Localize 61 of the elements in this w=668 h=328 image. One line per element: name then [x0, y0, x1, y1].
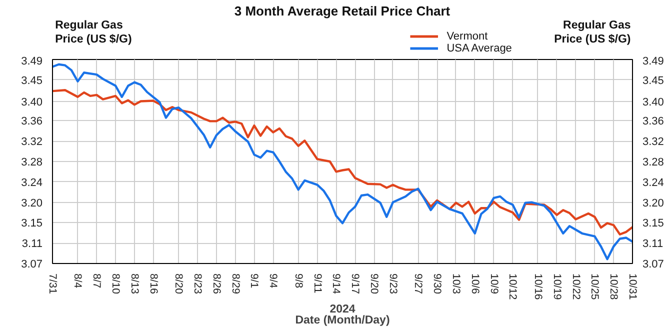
y2-tick-label: 3.40: [642, 96, 664, 108]
y-tick-label: 3.20: [21, 197, 43, 210]
x-tick-label: 9/4: [267, 274, 280, 288]
y2-tick-label: 3.28: [642, 156, 664, 168]
y-axis-title: Regular Gas Price (US $/G): [55, 20, 132, 46]
y-tick-label: 3.45: [21, 74, 43, 87]
x-tick-label: 8/10: [110, 274, 122, 294]
x-tick-label: 9/20: [368, 274, 380, 294]
x-tick-label: 10/28: [608, 274, 620, 300]
y2-tick-label: 3.07: [642, 258, 664, 270]
text: 2024: [330, 304, 356, 316]
y-tick-label: 3.49: [21, 56, 43, 68]
y2-tick-label: 3.45: [642, 74, 664, 87]
x-tick-label: 8/4: [72, 274, 84, 288]
legend-label: Vermont: [446, 30, 488, 42]
chart-title: 3 Month Average Retail Price Chart: [234, 4, 451, 18]
y-tick-label: 3.32: [21, 136, 43, 148]
y2-axis-title: Regular Gas Price (US $/G): [554, 20, 631, 46]
x-tick-label: 9/14: [330, 274, 342, 294]
y-tick-label: 3.07: [21, 258, 43, 270]
y2-tick-label: 3.20: [642, 197, 664, 210]
x-tick-label: 10/6: [468, 274, 481, 294]
x-tick-label: 8/26: [210, 274, 222, 294]
y-tick-label: 3.15: [21, 218, 43, 230]
line-series: [52, 63, 632, 260]
x-tick-label: 10/9: [488, 274, 500, 294]
y2-tick-label: 3.24: [642, 176, 664, 189]
y2-tick-label: 3.36: [642, 116, 664, 128]
x-tick-label: 10/25: [588, 274, 601, 300]
x-tick-label: 9/27: [412, 274, 424, 294]
y2-tick-label: 3.15: [642, 218, 664, 230]
x-tick-label: 10/19: [550, 274, 563, 300]
y-tick-label: 3.28: [21, 156, 43, 168]
x-tick-label: 9/17: [349, 274, 362, 294]
x-tick-label: 10/16: [532, 274, 544, 300]
x-tick-label: 9/23: [386, 274, 399, 294]
y-tick-label: 3.11: [22, 238, 42, 250]
x-tick-label: 7/31: [46, 274, 58, 294]
x-tick-label: 9/8: [292, 274, 304, 288]
line-series: [52, 89, 632, 236]
x-tick-label: 8/16: [147, 274, 160, 294]
x-tick-label: 10/12: [506, 274, 519, 300]
y-tick-label: 3.24: [21, 176, 43, 189]
x-tick-label: 8/23: [192, 274, 204, 294]
x-tick-label: 8/20: [172, 274, 185, 294]
x-axis-title: Date (Month/Day): [295, 314, 390, 326]
x-tick-label: 10/22: [570, 274, 582, 300]
x-tick-label: 8/13: [128, 274, 140, 294]
y-tick-label: 3.36: [21, 116, 43, 128]
x-tick-label: 9/11: [311, 274, 324, 294]
x-tick-label: 10/31: [626, 274, 638, 300]
y2-tick-label: 3.49: [642, 56, 664, 68]
y2-tick-label: 3.11: [642, 238, 664, 250]
x-tick-label: 9/1: [248, 274, 260, 288]
legend-label: USA Average: [446, 42, 512, 54]
x-tick-label: 10/3: [450, 274, 462, 294]
x-tick-label: 8/29: [229, 274, 242, 294]
x-tick-label: 9/30: [431, 274, 444, 294]
y2-tick-label: 3.32: [642, 136, 664, 148]
x-tick-label: 8/7: [90, 274, 103, 288]
y-tick-label: 3.40: [21, 96, 43, 108]
